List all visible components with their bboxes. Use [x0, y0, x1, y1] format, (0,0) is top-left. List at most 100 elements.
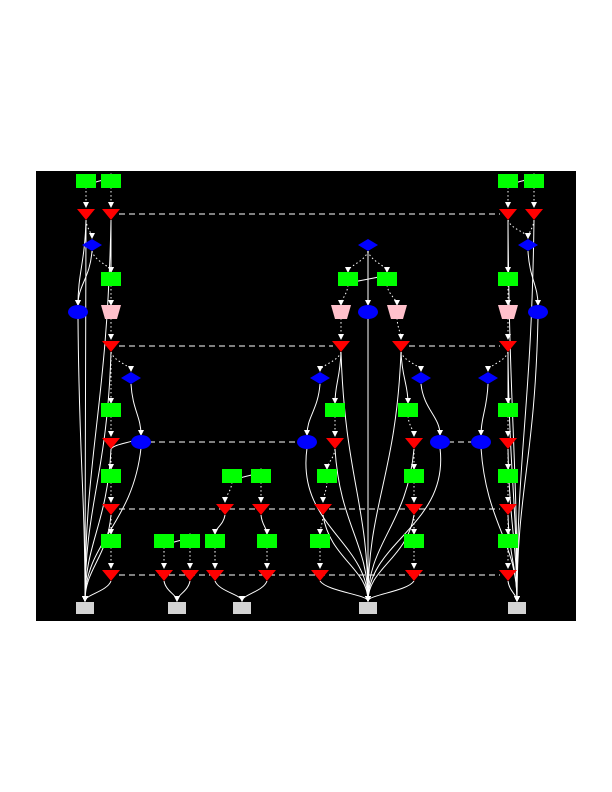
edge	[507, 514, 520, 602]
blue-ellipse-node	[430, 435, 450, 449]
blue-diamond-node	[82, 239, 102, 251]
green-rect-node	[398, 403, 418, 417]
gray-sink-node	[233, 602, 251, 614]
edge	[260, 514, 270, 535]
red-triangle-node	[405, 570, 423, 581]
edge	[110, 351, 134, 372]
red-triangle-node	[181, 570, 199, 581]
red-triangle-node	[252, 504, 270, 515]
green-rect-node	[498, 174, 518, 188]
green-rect-node	[101, 174, 121, 188]
green-rect-node	[101, 272, 121, 286]
edge	[130, 383, 144, 436]
edge	[305, 447, 371, 602]
edge	[239, 580, 268, 602]
blue-ellipse-node	[131, 435, 151, 449]
edge	[82, 447, 142, 602]
blue-ellipse-node	[471, 435, 491, 449]
nodes-layer	[68, 174, 548, 614]
edge	[77, 317, 88, 602]
edge	[340, 351, 371, 602]
edges-layer	[75, 173, 541, 602]
pink-trapezoid-node	[101, 305, 121, 319]
green-rect-node	[377, 272, 397, 286]
edge	[324, 448, 336, 470]
green-rect-node	[498, 469, 518, 483]
edge	[317, 351, 342, 372]
red-triangle-node	[311, 570, 329, 581]
red-triangle-node	[326, 438, 344, 449]
pink-trapezoid-node	[387, 305, 407, 319]
edge	[365, 514, 415, 602]
edge	[304, 383, 321, 436]
edge	[365, 447, 442, 602]
edge	[174, 580, 191, 602]
red-triangle-node	[499, 209, 517, 220]
edge	[322, 514, 371, 602]
gray-sink-node	[359, 602, 377, 614]
red-triangle-node	[392, 341, 410, 352]
green-rect-node	[257, 534, 277, 548]
edge	[334, 448, 371, 602]
pink-trapezoid-node	[331, 305, 351, 319]
pink-trapezoid-node	[498, 305, 518, 319]
edge	[222, 481, 233, 503]
red-triangle-node	[499, 570, 517, 581]
red-triangle-node	[77, 209, 95, 220]
blue-diamond-node	[478, 372, 498, 384]
edge	[332, 351, 342, 404]
blue-ellipse-node	[297, 435, 317, 449]
gray-sink-node	[76, 602, 94, 614]
green-rect-node	[251, 469, 271, 483]
blue-ellipse-node	[528, 305, 548, 319]
red-triangle-node	[102, 504, 120, 515]
green-rect-node	[524, 174, 544, 188]
red-triangle-node	[102, 570, 120, 581]
edge	[82, 514, 112, 602]
red-triangle-node	[525, 209, 543, 220]
edge	[420, 383, 443, 436]
red-triangle-node	[499, 341, 517, 352]
edge	[367, 250, 390, 273]
red-triangle-node	[405, 438, 423, 449]
edge	[507, 351, 520, 602]
green-rect-node	[101, 534, 121, 548]
blue-diamond-node	[411, 372, 431, 384]
green-rect-node	[310, 534, 330, 548]
edge	[345, 250, 369, 273]
green-rect-node	[338, 272, 358, 286]
red-triangle-node	[258, 570, 276, 581]
red-triangle-node	[499, 504, 517, 515]
red-triangle-node	[216, 504, 234, 515]
gray-sink-node	[168, 602, 186, 614]
diagram-background	[36, 171, 576, 621]
edge	[91, 250, 114, 273]
blue-diamond-node	[310, 372, 330, 384]
edge	[82, 219, 89, 602]
red-triangle-node	[499, 438, 517, 449]
edge	[386, 284, 400, 306]
green-rect-node	[180, 534, 200, 548]
green-rect-node	[205, 534, 225, 548]
green-rect-node	[222, 469, 242, 483]
edge	[365, 351, 402, 602]
red-triangle-node	[155, 570, 173, 581]
edge	[82, 219, 112, 602]
red-triangle-node	[102, 209, 120, 220]
blue-diamond-node	[121, 372, 141, 384]
red-triangle-node	[102, 341, 120, 352]
green-rect-node	[76, 174, 96, 188]
green-rect-node	[154, 534, 174, 548]
red-triangle-node	[314, 504, 332, 515]
green-rect-node	[101, 403, 121, 417]
green-rect-node	[498, 534, 518, 548]
red-triangle-node	[206, 570, 224, 581]
edge	[400, 351, 424, 372]
edge	[407, 415, 417, 437]
green-rect-node	[498, 272, 518, 286]
edge	[485, 351, 509, 372]
edge	[338, 284, 349, 306]
red-triangle-node	[102, 438, 120, 449]
blue-ellipse-node	[358, 305, 378, 319]
